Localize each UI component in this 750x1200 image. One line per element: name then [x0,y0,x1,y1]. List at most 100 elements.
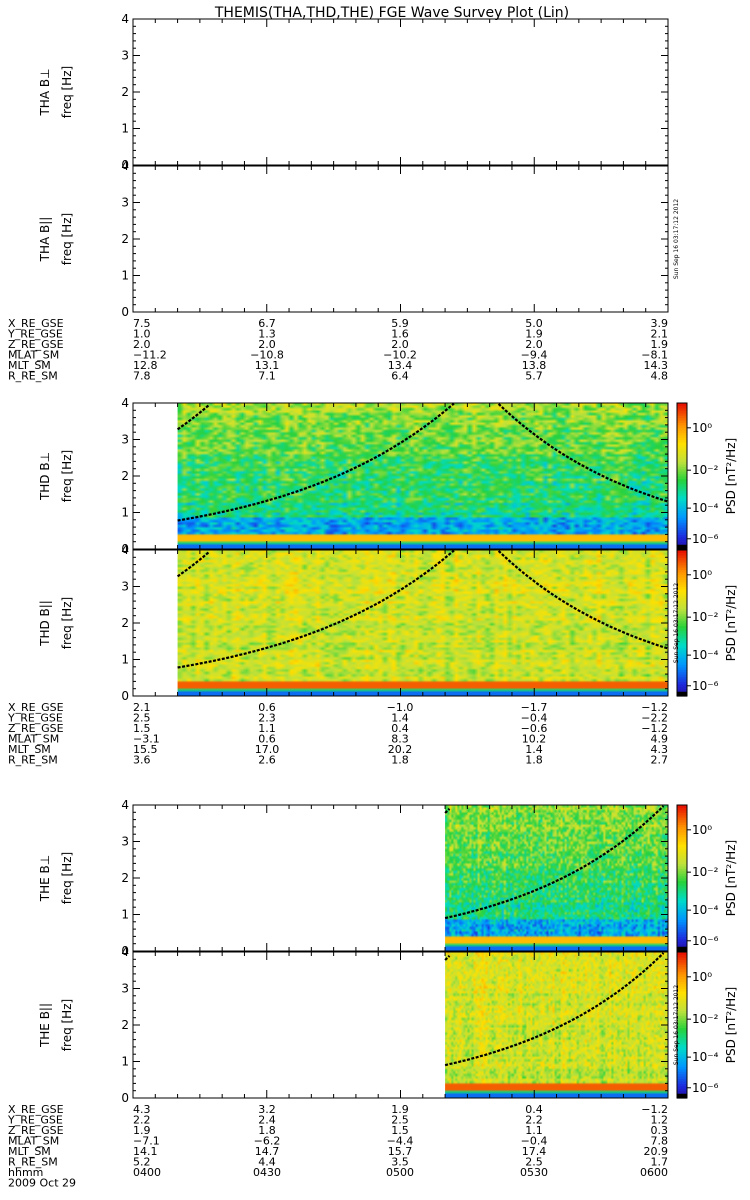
ephemeris-value: 4.3 [651,743,669,756]
colorbar-segment [677,432,687,436]
ephemeris-value: 10.2 [522,733,547,746]
colorbar-segment [677,417,687,421]
colorbar-segment [677,531,687,535]
colorbar-segment [677,929,687,933]
panel-thd-bperp: 10⁰ 10⁻² 10⁻⁴ 10⁻⁶ PSD [nT²/Hz] 0 1 2 3 4 THD B⊥ fr… [38,396,738,556]
colorbar-segment [677,1071,687,1075]
ephemeris-value: 4.3 [133,1103,151,1116]
colorbar-segment [677,497,687,501]
colorbar-segment [677,620,687,624]
ephemeris-label: X_RE_GSE [8,701,64,714]
ephemeris-value: 7.8 [651,1135,669,1148]
ephemeris-label: Z_RE_GSE [8,338,64,351]
ephemeris-value: −4.4 [387,1135,414,1148]
ephemeris-value: 3.9 [651,317,669,330]
colorbar-frame [676,951,688,1099]
gyrofrequency-curve [177,549,455,669]
colorbar-segment [677,1034,687,1038]
y-tick-label: 2 [121,1018,129,1032]
colorbar-segment [677,541,687,545]
colorbar-segment [677,669,687,673]
x-tick-label: 0430 [253,1166,281,1179]
ephemeris-value: 15.5 [133,743,158,756]
ephemeris-value: 0.6 [258,733,276,746]
colorbar-segment [677,973,687,977]
colorbar-segment [677,554,687,558]
colorbar-segment [677,693,687,697]
colorbar-segment [677,822,687,826]
ephemeris-value: 1.8 [258,1124,276,1137]
colorbar-segment [677,986,687,990]
ephemeris-value: −1.0 [387,701,414,714]
ephemeris-value: 3.5 [391,1156,409,1169]
colorbar-segment [677,868,687,872]
colorbar-segment [677,683,687,687]
colorbar-tick-label: 10⁻² [692,865,719,879]
colorbar-segment [677,546,687,550]
ephemeris-value: −7.1 [133,1135,160,1148]
x-tick-label: 0400 [133,1166,161,1179]
ephemeris-value: 12.8 [133,359,158,372]
colorbar-segment [677,640,687,644]
colorbar-segment [677,897,687,901]
panel-label: THA B|| [38,217,52,263]
ephemeris-value: 2.5 [525,1156,543,1169]
ephemeris-value: −0.4 [521,712,548,725]
ephemeris-value: 8.3 [391,733,409,746]
colorbar-segment [677,490,687,494]
colorbar-segment [677,829,687,833]
colorbar-segment [677,536,687,540]
ephemeris-value: −6.2 [254,1135,281,1148]
colorbar-tick-label: 10⁻⁶ [692,934,719,948]
ephemeris-label: Y_RE_GSE [7,1114,63,1127]
colorbar-segment [677,885,687,889]
colorbar-segment [677,456,687,460]
colorbar-segment [677,588,687,592]
timestamp: Sun Sep 16 03:17:12 2012 [673,583,680,663]
gyrofrequency-curve [497,403,669,503]
colorbar-segment [677,878,687,882]
colorbar-segment [677,635,687,639]
colorbar-segment [677,851,687,855]
ephemeris-value: 0.4 [391,722,409,735]
colorbar-segment [677,936,687,940]
colorbar-segment [677,1005,687,1009]
colorbar-segment [677,676,687,680]
ephemeris-value: −1.2 [641,701,668,714]
colorbar-segment [677,610,687,614]
colorbar-tick-label: 10⁻⁴ [692,903,719,917]
colorbar-segment [677,415,687,419]
ephemeris-value: 1.4 [525,743,543,756]
colorbar-segment [677,860,687,864]
timestamp: Sun Sep 16 03:17:12 2012 [673,985,680,1065]
ephemeris-value: 14.7 [255,1145,280,1158]
colorbar-segment [677,907,687,911]
colorbar-segment [677,993,687,997]
colorbar-segment [677,410,687,414]
colorbar-segment [677,437,687,441]
colorbar-segment [677,846,687,850]
colorbar-segment [677,978,687,982]
colorbar-segment [677,574,687,578]
ephemeris-value: 1.8 [391,754,409,767]
colorbar-segment [677,686,687,690]
spectrogram-image [177,550,669,696]
colorbar-segment [677,899,687,903]
panel-frame [132,165,669,313]
ephemeris-value: 6.7 [258,317,276,330]
colorbar-segment [677,946,687,950]
colorbar-segment [677,882,687,886]
colorbar-segment [677,817,687,821]
y-tick-label: 2 [121,85,129,99]
colorbar-segment [677,586,687,590]
colorbar-segment [677,681,687,685]
y-tick-label: 4 [121,798,129,812]
ephemeris-value: −3.1 [133,733,160,746]
ephemeris-value: −0.6 [521,722,548,735]
y-tick-label: 3 [121,196,129,210]
colorbar-segment [677,998,687,1002]
ephemeris-value: 2.2 [133,1114,151,1127]
ephemeris-value: 0.6 [258,701,276,714]
colorbar-segment [677,403,687,407]
